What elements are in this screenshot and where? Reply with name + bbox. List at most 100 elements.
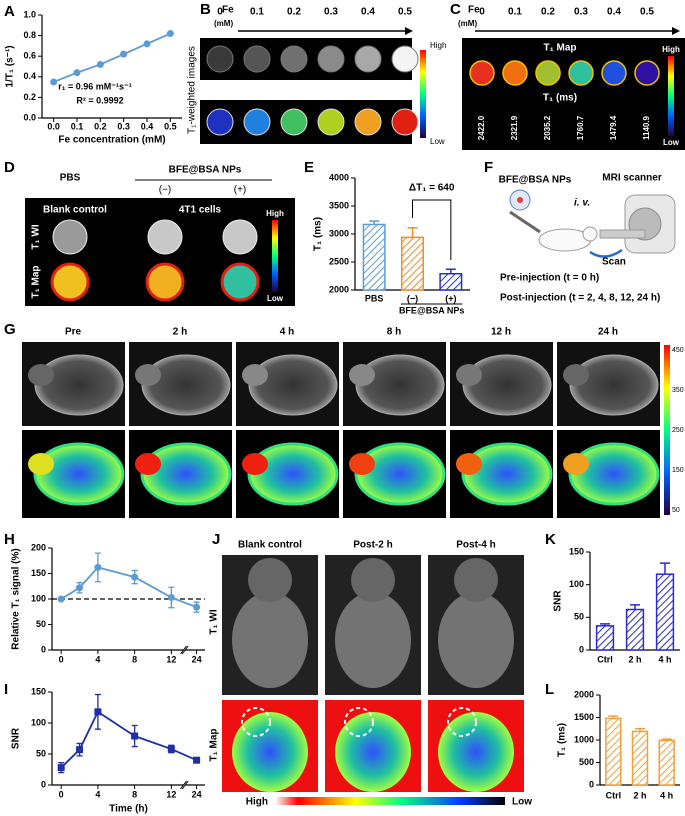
scanner-label: MRI scanner [602, 173, 662, 184]
marker [76, 746, 84, 754]
mouse-section [34, 354, 124, 416]
concentration-label: 0.5 [640, 7, 654, 18]
mouse-body [438, 592, 514, 688]
colorbar [420, 50, 426, 138]
marker [120, 50, 128, 58]
tumor-map [349, 453, 375, 475]
axis-break [181, 645, 189, 655]
mouse-section-map [354, 442, 446, 506]
tumor [135, 364, 161, 386]
time-label: 4 h [280, 327, 294, 338]
colorbar-low: Low [267, 294, 284, 303]
marker [96, 60, 104, 68]
mouse-body-map [335, 712, 411, 792]
phantom [354, 45, 382, 73]
y-tick-label: 150 [569, 546, 584, 556]
x-tick-label: 0.4 [141, 121, 154, 131]
y-tick-label: 1.0 [23, 9, 36, 19]
x-tick-label: Ctrl [606, 790, 622, 800]
x-tick-label: (+) [445, 293, 456, 303]
tumor-map [456, 453, 482, 475]
x-tick-label: Ctrl [597, 654, 613, 664]
x-tick-label: 0 [59, 789, 64, 799]
mouse-section-map [33, 442, 125, 506]
concentration-label: 0.2 [541, 7, 555, 18]
fe-label: Fe [222, 5, 234, 16]
panel-letter: H [4, 531, 15, 548]
mouse-body-map [438, 712, 514, 792]
y-axis-label: 1/T₁ (s⁻¹) [5, 45, 16, 87]
mouse-body-map [232, 712, 308, 792]
time-label: Pre [65, 327, 82, 338]
x-tick-label: 0.1 [71, 121, 84, 131]
x-tick-label: 12 [166, 654, 176, 664]
bar [655, 573, 675, 651]
region-marker [447, 707, 477, 737]
bar [631, 730, 649, 786]
colorbar-high: High [246, 797, 268, 808]
phantom [206, 45, 234, 73]
y-tick-label: 0.4 [23, 71, 36, 81]
y-tick-label: 3000 [329, 228, 349, 238]
colorbar [668, 56, 674, 136]
y-tick-label: 50 [574, 612, 584, 622]
marker [193, 756, 201, 764]
x-tick-label: 2 h [633, 790, 646, 800]
y-axis-label: T₁ (ms) [557, 723, 568, 757]
y-tick-label: 100 [569, 579, 584, 589]
phantom-map [601, 60, 627, 86]
y-tick-label: 3500 [329, 200, 349, 210]
marker [57, 764, 65, 772]
concentration-label: 0 [479, 7, 485, 18]
arrow-head [672, 27, 680, 35]
y-tick-label: 100 [31, 593, 46, 603]
x-axis-label: Fe concentration (mM) [58, 135, 165, 146]
tumor [349, 364, 375, 386]
mouse-section [355, 354, 445, 416]
x-tick-label: 4 [95, 789, 100, 799]
y-tick-label: 0 [41, 644, 46, 654]
map-title: T₁ Map [543, 43, 576, 54]
column-label: Post-4 h [456, 540, 495, 551]
time-label: 2 h [173, 327, 187, 338]
time-label: 8 h [387, 327, 401, 338]
y-tick-label: 150 [31, 568, 46, 578]
arrow-head [405, 27, 413, 35]
mouse-section-map [461, 442, 553, 506]
mouse-section [248, 354, 338, 416]
mouse-head [582, 226, 598, 242]
concentration-label: 0.4 [607, 7, 621, 18]
mouse-body [232, 592, 308, 688]
y-tick-label: 0 [579, 644, 584, 654]
marker [131, 573, 139, 581]
y-tick-label: 2000 [574, 689, 594, 699]
marker [94, 563, 102, 571]
row-label: T₁ WI [31, 224, 42, 249]
marker [94, 708, 102, 716]
mouse-head [248, 558, 292, 602]
phantom-map [568, 60, 594, 86]
panel-letter: K [545, 531, 556, 548]
scan-label: Scan [602, 257, 626, 268]
bar [658, 739, 675, 786]
x-tick-label: 24 [192, 654, 202, 664]
marker [166, 30, 174, 38]
colorbar-label: 250 [672, 427, 684, 434]
t1-value: 1760.7 [576, 115, 585, 140]
axis-break [180, 780, 187, 790]
tumor [28, 364, 54, 386]
fe-label: Fe [468, 5, 480, 16]
phantom-map [502, 60, 528, 86]
line [53, 32, 171, 83]
phantom [391, 45, 419, 73]
bar [595, 625, 615, 651]
error-bar [600, 623, 610, 626]
mouse-section-map [247, 442, 339, 506]
phantom-map [469, 60, 495, 86]
concentration-label: 0.4 [361, 7, 375, 18]
colorbar [272, 220, 278, 292]
concentration-label: 0.5 [398, 7, 412, 18]
mouse-body [335, 592, 411, 688]
row-label: T₁ WI [209, 609, 220, 634]
